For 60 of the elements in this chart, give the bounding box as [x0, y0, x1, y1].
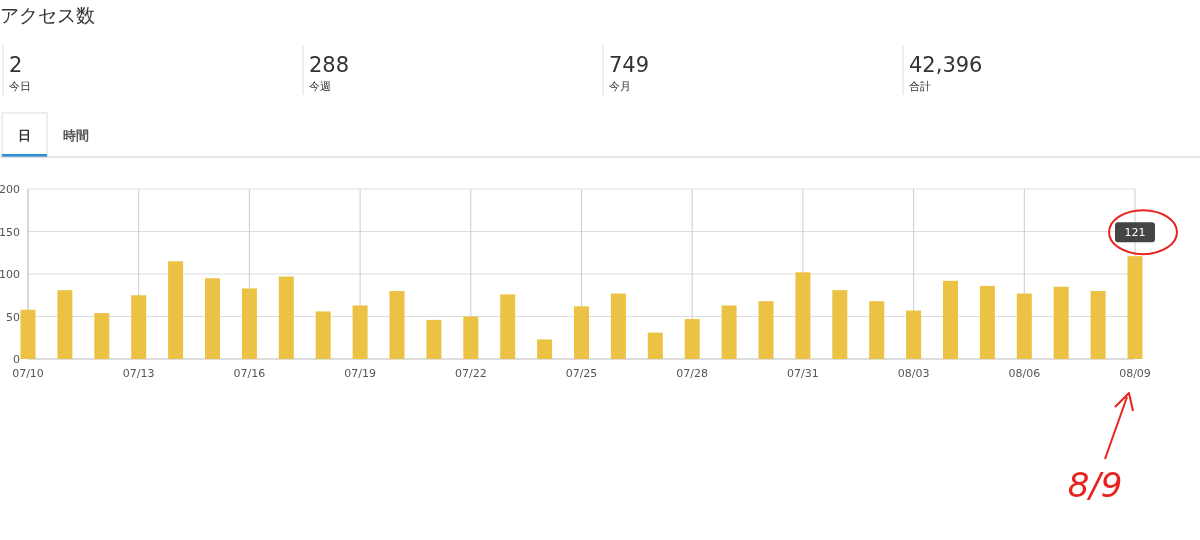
bar [131, 295, 147, 359]
x-tick-label: 07/28 [676, 367, 709, 380]
bar [647, 332, 663, 359]
text: 2 [9, 53, 23, 77]
y-tick-label: 200 [0, 183, 20, 196]
data-label: 121 [1124, 226, 1146, 240]
x-tick-label: 07/31 [787, 367, 819, 380]
bar [1053, 286, 1069, 359]
bar [684, 319, 700, 359]
bar [795, 272, 811, 359]
bar [869, 301, 885, 359]
bar [1090, 291, 1106, 359]
x-tick-label: 08/09 [1119, 367, 1151, 380]
bar [278, 276, 294, 359]
bar [315, 311, 331, 359]
bar [352, 305, 368, 359]
bar [241, 288, 257, 359]
text: 288 [309, 53, 350, 77]
text: 8/9 [1067, 465, 1123, 505]
bar [426, 319, 442, 359]
x-tick-label: 07/22 [454, 367, 487, 380]
text: 時間 [63, 128, 89, 143]
category-label: 今日 [9, 80, 31, 93]
category-label: 今週 [309, 80, 331, 93]
bar [574, 306, 589, 359]
x-tick-label: 07/10 [12, 367, 44, 380]
bar [463, 316, 479, 359]
y-tick-label: 150 [0, 225, 20, 239]
bar [943, 280, 958, 359]
text: アクセス数 [0, 4, 95, 26]
bar [389, 291, 405, 359]
category-label: 合計 [909, 80, 931, 93]
y-tick-label: 50 [6, 310, 20, 324]
y-tick-label: 100 [0, 268, 20, 281]
bar [758, 301, 774, 359]
bar [979, 285, 995, 359]
bar [57, 290, 73, 359]
y-tick-label: 0 [13, 353, 20, 366]
bar [610, 293, 626, 359]
x-tick-label: 07/25 [565, 367, 598, 380]
x-tick-label: 08/06 [1008, 367, 1041, 380]
bar [500, 294, 516, 359]
x-tick-label: 08/03 [897, 367, 930, 380]
x-tick-label: 07/19 [344, 367, 376, 380]
bar [205, 278, 220, 359]
text: 日 [18, 128, 31, 143]
bar [1127, 256, 1143, 359]
bar [94, 313, 110, 359]
bar [1016, 293, 1032, 359]
bar [721, 305, 737, 359]
bar [832, 290, 848, 359]
text: 749 [609, 53, 650, 77]
bar [906, 310, 922, 359]
bar [537, 339, 553, 359]
bar [20, 309, 36, 359]
x-tick-label: 07/13 [122, 367, 155, 380]
bar [168, 261, 184, 359]
text: 42,396 [909, 53, 983, 77]
category-label: 今月 [609, 80, 631, 93]
x-tick-label: 07/16 [233, 367, 266, 380]
